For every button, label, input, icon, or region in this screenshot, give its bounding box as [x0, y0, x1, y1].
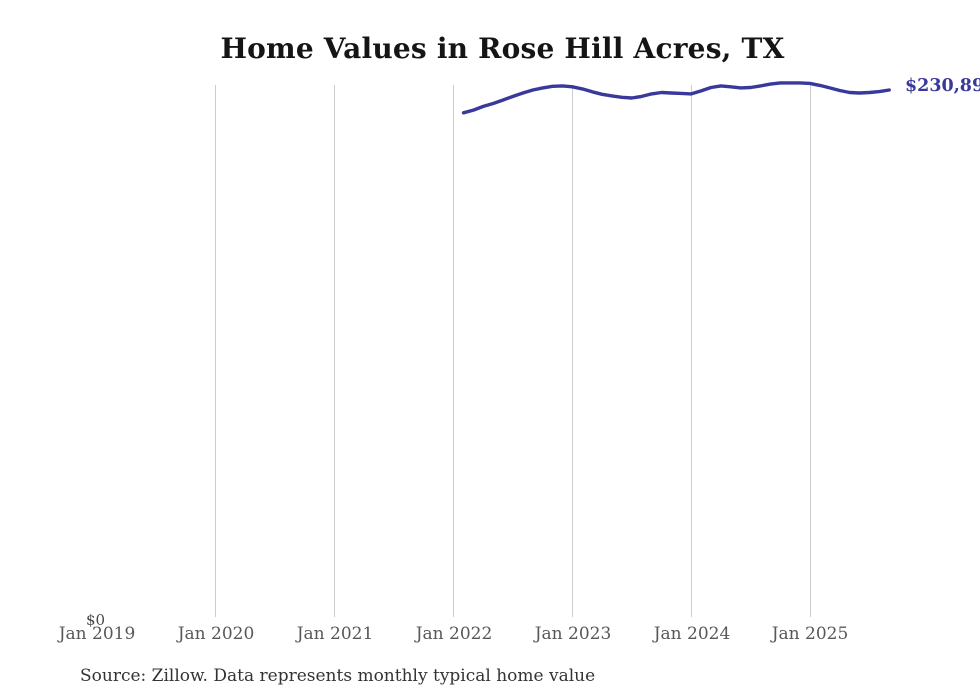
chart-title: Home Values in Rose Hill Acres, TX [220, 32, 785, 65]
current-value-label: $230,891 [905, 76, 980, 96]
x-axis-label: Jan 2019 [58, 624, 136, 644]
x-axis-label: Jan 2023 [534, 624, 612, 644]
home-value-line [461, 81, 891, 115]
x-axis-label: Jan 2024 [653, 624, 731, 644]
x-axis-label: Jan 2022 [415, 624, 493, 644]
source-note: Source: Zillow. Data represents monthly … [80, 666, 596, 686]
x-axis-label: Jan 2020 [177, 624, 255, 644]
y-axis-zero-label: $0 [86, 611, 106, 629]
year-gridlines [215, 85, 811, 617]
x-axis-label: Jan 2021 [296, 624, 374, 644]
x-axis-label: Jan 2025 [771, 624, 849, 644]
